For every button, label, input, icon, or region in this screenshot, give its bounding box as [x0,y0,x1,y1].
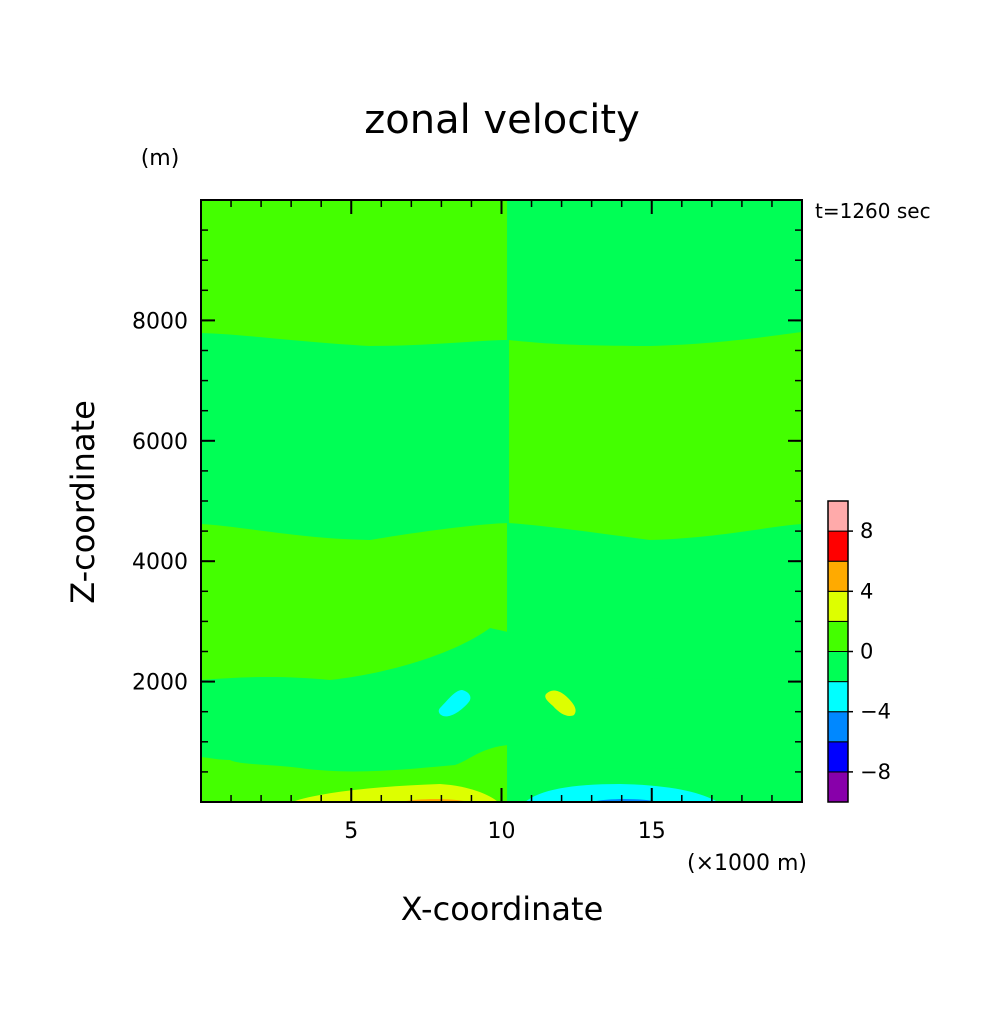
colorbar-swatch [827,771,849,803]
x-axis-label: X-coordinate [401,890,604,928]
y-tick-label: 6000 [132,430,188,455]
x-unit-label: (×1000 m) [687,851,807,876]
colorbar-tick-label: −4 [860,700,891,724]
y-tick-label: 2000 [132,671,188,696]
colorbar-tick-label: 8 [860,519,873,543]
field-region-right-surface-jet [525,784,718,802]
colorbar-swatch [827,620,849,653]
colorbar-swatch [827,590,849,622]
colorbar: −8 −4 0 4 8 [827,500,891,803]
chart-title: zonal velocity [364,97,640,143]
colorbar-swatch [827,741,849,773]
y-tick-label: 4000 [132,550,188,575]
y-axis-label: Z-coordinate [64,400,102,604]
x-tick-label: 15 [638,819,666,844]
y-unit-label: (m) [141,146,180,171]
field-blob-left [438,690,471,717]
field-region-right-upper [508,200,802,346]
colorbar-tick-label: −8 [860,760,891,784]
field-region-left-surface-jet [292,784,498,802]
colorbar-swatch [827,681,849,713]
colorbar-tick-label: 0 [860,640,873,664]
colorbar-swatch [827,530,849,562]
field-region-right-mid [508,632,802,770]
colorbar-swatch [827,500,849,532]
y-tick-label: 8000 [132,309,188,334]
colorbar-swatch [827,560,849,592]
time-label: t=1260 sec [815,199,931,223]
colorbar-swatch [827,711,849,743]
field-blob-right [545,690,576,716]
axes: 5 10 15 2000 4000 6000 8000 [132,200,802,844]
x-tick-label: 5 [344,819,358,844]
colorbar-swatch [827,651,849,683]
field-region-left-middle [201,333,508,540]
colorbar-tick-label: 4 [860,579,873,603]
field-region-left-lower [201,628,508,772]
x-tick-label: 10 [488,819,516,844]
velocity-field [201,200,802,802]
